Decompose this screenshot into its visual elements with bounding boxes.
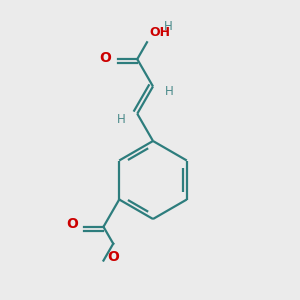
Text: O: O <box>107 250 119 264</box>
Text: O: O <box>67 217 79 231</box>
Text: H: H <box>164 20 172 33</box>
Text: OH: OH <box>149 26 170 39</box>
Text: H: H <box>165 85 174 98</box>
Text: H: H <box>116 112 125 126</box>
Text: O: O <box>99 51 111 65</box>
